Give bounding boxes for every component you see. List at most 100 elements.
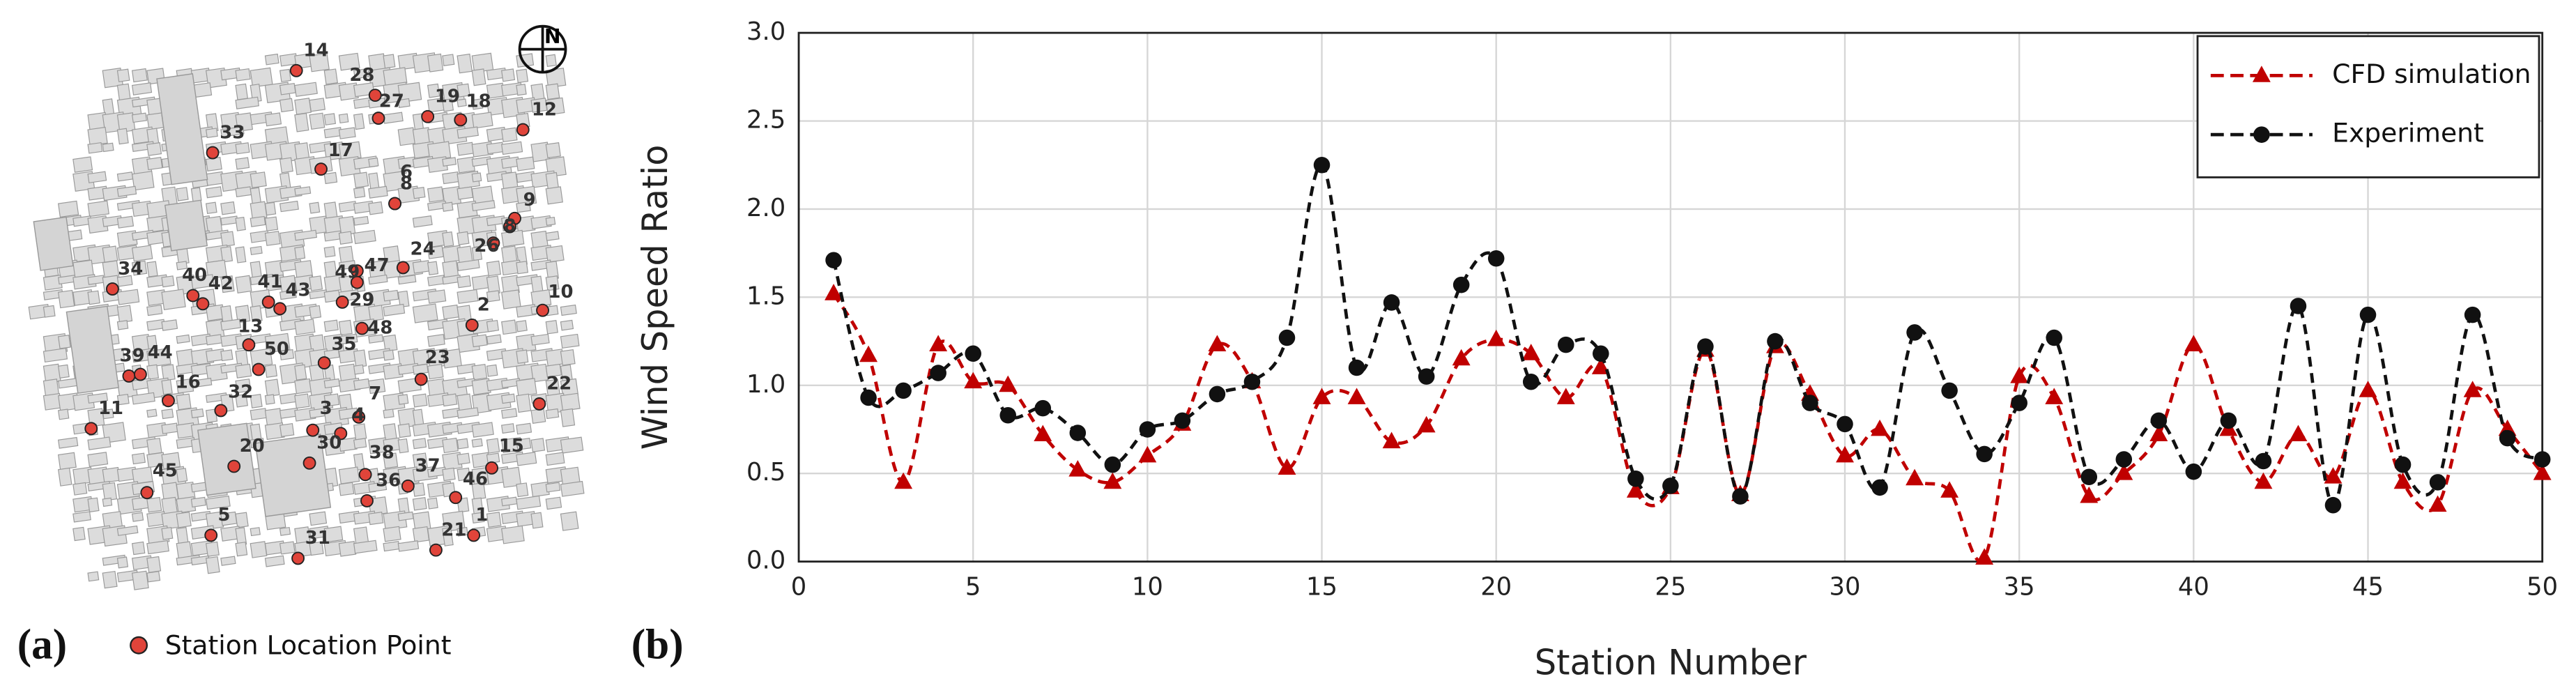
building <box>220 275 235 293</box>
building <box>235 83 249 100</box>
building <box>353 215 369 226</box>
station-point <box>291 551 305 565</box>
building <box>235 542 248 557</box>
station-point <box>358 468 372 482</box>
building <box>205 541 220 557</box>
building <box>397 290 410 308</box>
circle-marker <box>2253 126 2270 143</box>
building <box>323 171 338 185</box>
circle-marker <box>1662 477 1679 494</box>
triangle-marker <box>2080 486 2099 503</box>
building <box>57 467 72 487</box>
building <box>338 260 356 270</box>
station-point <box>350 275 364 289</box>
building <box>146 556 162 573</box>
station-point <box>396 261 410 275</box>
building <box>427 53 444 72</box>
triangle-marker <box>2149 425 2168 441</box>
building <box>176 334 190 344</box>
building <box>146 261 158 277</box>
building <box>471 200 496 212</box>
station-label: 7 <box>369 383 381 404</box>
building <box>161 379 173 395</box>
station-point <box>454 113 468 127</box>
building <box>353 171 369 188</box>
circle-marker <box>1697 338 1714 355</box>
building <box>442 527 454 546</box>
triangle-marker <box>1417 415 1436 433</box>
building <box>427 83 440 98</box>
station-point <box>536 303 549 317</box>
building <box>131 392 155 405</box>
building <box>368 378 386 395</box>
building <box>412 438 427 450</box>
station-label: 5 <box>218 505 231 526</box>
triangle-marker <box>2359 381 2377 397</box>
building <box>500 408 518 419</box>
building <box>516 201 531 213</box>
building <box>471 112 493 129</box>
building <box>220 246 233 263</box>
station-point <box>122 369 136 383</box>
building <box>516 495 542 510</box>
building <box>235 216 246 231</box>
building <box>250 527 261 537</box>
station-point <box>84 422 98 436</box>
building <box>560 304 577 316</box>
station-label: 49 <box>335 262 360 283</box>
triangle-marker <box>999 375 1018 392</box>
building <box>102 245 118 263</box>
station-point <box>227 459 241 473</box>
building <box>205 556 220 574</box>
building <box>457 438 469 450</box>
station-label: 43 <box>286 280 311 300</box>
building <box>338 319 353 336</box>
building <box>57 289 75 309</box>
building <box>72 482 88 496</box>
triangle-marker <box>859 345 878 362</box>
building <box>309 112 325 130</box>
triangle-marker <box>1940 481 1959 498</box>
building <box>383 408 394 419</box>
triangle-marker <box>2463 381 2482 397</box>
station-label: 44 <box>148 342 173 363</box>
building <box>131 112 147 123</box>
building <box>264 53 279 66</box>
building <box>545 319 558 335</box>
circle-marker <box>895 382 912 399</box>
building <box>545 363 562 378</box>
circle-marker <box>1627 471 1644 487</box>
station-label: 24 <box>411 239 436 260</box>
triangle-marker <box>2045 388 2064 404</box>
building <box>323 526 344 543</box>
station-point <box>388 197 401 211</box>
building <box>338 127 356 139</box>
building <box>102 570 118 589</box>
building <box>383 112 404 124</box>
building <box>427 186 445 203</box>
building <box>442 157 457 167</box>
building <box>235 512 249 528</box>
building <box>131 512 144 522</box>
building <box>353 229 376 245</box>
station-label: 16 <box>176 372 201 392</box>
building <box>486 290 500 303</box>
station-label: 48 <box>367 318 392 339</box>
station-label: 29 <box>349 290 374 311</box>
station-label: 37 <box>415 455 440 476</box>
station-point <box>317 356 331 370</box>
building <box>279 289 297 300</box>
circle-marker <box>1348 359 1365 376</box>
station-label: 32 <box>228 381 253 402</box>
building <box>72 156 93 173</box>
building <box>116 185 137 197</box>
circle-marker <box>1278 329 1296 346</box>
station-label: 47 <box>365 255 390 276</box>
building <box>176 393 192 411</box>
triangle-marker <box>1521 344 1540 360</box>
building <box>457 231 470 245</box>
building <box>338 466 360 484</box>
station-point <box>186 289 200 303</box>
building <box>323 246 336 258</box>
building <box>500 319 517 335</box>
